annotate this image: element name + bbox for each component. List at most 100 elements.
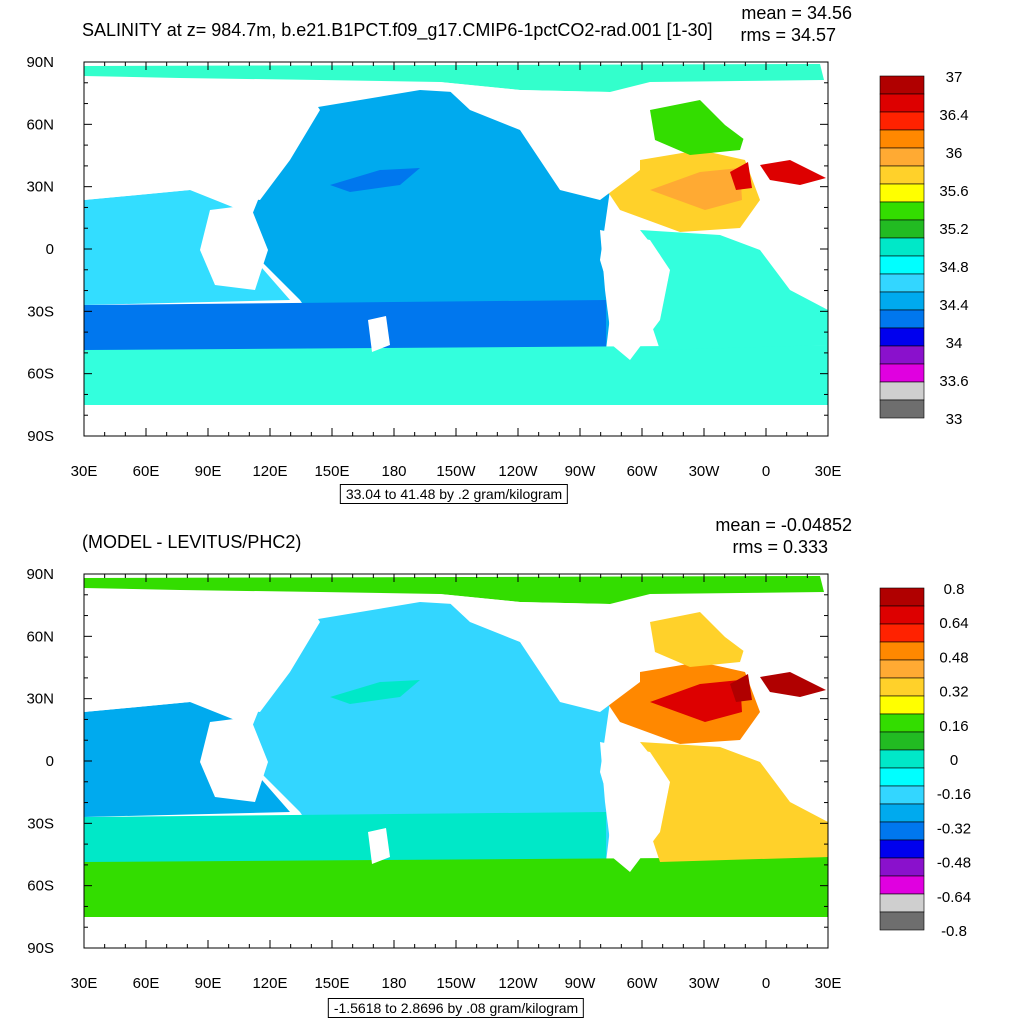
y-tick-label: 0 <box>46 753 54 770</box>
colorbar: 0.8 0.64 0.48 0.32 0.16 0 -0.16 -0.32 -0.48 -0.64… <box>879 581 971 940</box>
colorbar-swatch <box>879 641 925 661</box>
colorbar-swatch <box>879 803 925 823</box>
colorbar-swatch <box>879 587 925 607</box>
colorbar-label: 0.16 <box>939 718 968 735</box>
new-zealand-land <box>368 316 390 352</box>
colorbar: 37 36.4 36 35.6 35.2 34.8 34.4 34 33.6 33 <box>879 69 969 428</box>
y-tick-label: 60N <box>26 628 54 645</box>
colorbar-swatch <box>879 623 925 643</box>
mediterranean <box>760 672 826 697</box>
colorbar-label: 36.4 <box>939 107 968 124</box>
eurasia-land <box>84 78 320 200</box>
new-zealand-land <box>368 828 390 864</box>
colorbar-label: 36 <box>946 145 963 162</box>
x-tick-label: 150E <box>314 463 349 480</box>
x-tick-label: 90E <box>195 463 222 480</box>
ocean-field <box>84 576 828 917</box>
colorbar-swatch <box>879 821 925 841</box>
colorbar-label: 34.8 <box>939 259 968 276</box>
x-tick-label: 150W <box>436 463 476 480</box>
x-tick-label: 60W <box>627 463 659 480</box>
indian-ocean <box>84 702 290 817</box>
colorbar-label: 33 <box>946 411 963 428</box>
difference-panel: (MODEL - LEVITUS/PHC2) mean = -0.04852 r… <box>0 512 1024 1024</box>
colorbar-swatch <box>879 749 925 769</box>
y-tick-label: 90S <box>27 428 54 445</box>
colorbar-swatch <box>879 93 925 113</box>
south-america-land <box>600 742 670 872</box>
south-america-land <box>600 230 670 360</box>
colorbar-swatch <box>879 237 925 257</box>
colorbar-label: 34 <box>946 335 963 352</box>
colorbar-swatch <box>879 219 925 239</box>
colorbar-swatch <box>879 327 925 347</box>
colorbar-swatch <box>879 767 925 787</box>
north-america-land <box>440 82 640 200</box>
southern-ocean <box>84 857 828 917</box>
x-tick-label: 90W <box>565 463 597 480</box>
colorbar-swatch <box>879 713 925 733</box>
chart-title: (MODEL - LEVITUS/PHC2) <box>82 532 302 552</box>
y-tick-label: 30S <box>27 303 54 320</box>
rms-stat: rms = 34.57 <box>740 25 836 45</box>
med-outflow <box>730 162 752 190</box>
x-tick-label: 180 <box>381 463 406 480</box>
x-tick-label: 120E <box>252 463 287 480</box>
southern-band <box>84 812 606 864</box>
x-tick-label: 60E <box>133 463 160 480</box>
colorbar-label: 0 <box>950 752 958 769</box>
colorbar-label: -0.64 <box>937 889 971 906</box>
colorbar-swatch <box>879 677 925 697</box>
colorbar-swatch <box>879 255 925 275</box>
map-background <box>84 574 828 948</box>
x-tick-label: 150E <box>314 975 349 992</box>
southern-band <box>84 300 606 352</box>
colorbar-swatch <box>879 183 925 203</box>
x-tick-label: 30E <box>71 975 98 992</box>
y-tick-label: 90N <box>26 566 54 583</box>
rms-stat: rms = 0.333 <box>732 537 828 557</box>
x-tick-label: 120W <box>498 975 538 992</box>
colorbar-label: 0.64 <box>939 615 968 632</box>
y-tick-label: 90S <box>27 940 54 957</box>
colorbar-swatch <box>879 111 925 131</box>
land-masses <box>84 78 828 360</box>
colorbar-swatch <box>879 839 925 859</box>
y-tick-label: 60N <box>26 116 54 133</box>
greenland-land <box>700 602 790 652</box>
chart-title: SALINITY at z= 984.7m, b.e21.B1PCT.f09_g… <box>82 20 713 40</box>
south-atlantic <box>640 230 828 350</box>
colorbar-label: 33.6 <box>939 373 968 390</box>
y-tick-label: 30N <box>26 179 54 196</box>
map-background <box>84 62 828 436</box>
colorbar-swatch <box>879 857 925 877</box>
colorbar-label: -0.8 <box>941 923 967 940</box>
colorbar-swatch <box>879 75 925 95</box>
land-masses <box>84 590 828 872</box>
x-tick-label: 30E <box>815 463 842 480</box>
x-tick-label: 90E <box>195 975 222 992</box>
x-tick-label: 60E <box>133 975 160 992</box>
colorbar-swatch <box>879 731 925 751</box>
eurasia-land <box>84 590 320 712</box>
x-tick-label: 30W <box>689 463 721 480</box>
pacific-core <box>330 680 420 704</box>
colorbar-swatch <box>879 785 925 805</box>
pacific-ocean <box>250 602 612 862</box>
colorbar-swatch <box>879 309 925 329</box>
mediterranean <box>760 160 826 185</box>
x-tick-label: 150W <box>436 975 476 992</box>
y-tick-label: 30N <box>26 691 54 708</box>
colorbar-label: 34.4 <box>939 297 968 314</box>
pacific-ocean <box>250 90 612 350</box>
units-note: -1.5618 to 2.8696 by .08 gram/kilogram <box>327 998 585 1018</box>
colorbar-swatch <box>879 399 925 419</box>
colorbar-label: 37 <box>946 69 963 86</box>
colorbar-label: 35.2 <box>939 221 968 238</box>
salinity-map: 30E 60E 90E 120E 150E 180 150W 120W 90W 60W 30W 0 30… <box>26 54 969 480</box>
labrador-sea <box>650 612 750 667</box>
colorbar-label: 35.6 <box>939 183 968 200</box>
ocean-field <box>84 64 828 405</box>
y-tick-label: 0 <box>46 241 54 258</box>
colorbar-label: -0.16 <box>937 786 971 803</box>
